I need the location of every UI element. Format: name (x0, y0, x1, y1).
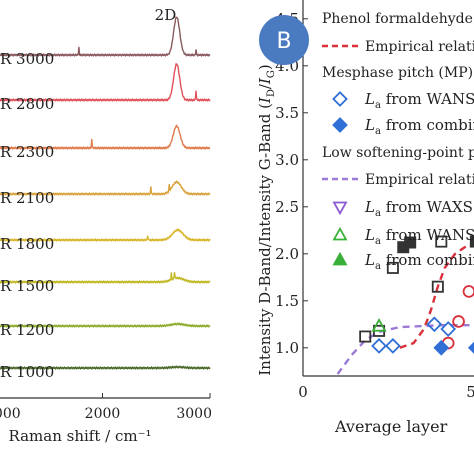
data-point-square-open (386, 261, 399, 274)
legend-marker-swatch (332, 201, 348, 216)
data-point-diamond-filled (467, 341, 474, 354)
x-tick-label: 1000 (0, 406, 21, 422)
legend-marker-swatch (332, 117, 348, 133)
y-axis-label-part: I (256, 96, 274, 104)
legend-entry-text: from WANS t (381, 90, 474, 108)
legend-entry-text: from combin (381, 251, 474, 269)
panel-badge-letter: B (276, 29, 291, 54)
y-axis-label-part: D (266, 89, 277, 97)
raman-spectra-panel: R 3000 R 2800 R 2300 R 2100 R 1800 R 1500 R 12… (0, 6, 212, 445)
y-axis-label-part: ) (256, 64, 274, 70)
legend-entry-subscript: a (375, 100, 381, 111)
legend-entry-label: La from WAXS t (364, 198, 474, 219)
x-tick-label: 2000 (85, 406, 121, 422)
empirical-relation-curve (399, 241, 474, 349)
legend-entry-text: from WAXS t (381, 198, 474, 216)
spectrum-label: R 2800 (0, 95, 54, 113)
legend-group-header: Phenol formaldehyde re (322, 11, 474, 27)
legend-marker-swatch (332, 226, 348, 241)
id-ig-scatter-panel: 1.01.52.02.53.03.54.04.5050Average layer… (256, 0, 474, 436)
legend: Phenol formaldehyde re Empirical relatio M… (322, 11, 474, 272)
data-point-square-open (431, 280, 444, 293)
spectrum-label: R 1500 (0, 277, 54, 295)
spectrum-label: R 2100 (0, 189, 54, 207)
data-point-square-open (359, 330, 372, 343)
spectrum-line (0, 365, 211, 371)
x-tick-label: 50 (466, 383, 474, 401)
spectrum-line (0, 62, 211, 103)
legend-entry-label: La from combin (364, 251, 474, 272)
data-point-square-open (435, 235, 448, 248)
legend-entry-label: La from combine (364, 116, 474, 137)
points-group (359, 235, 474, 356)
data-point-tri-up-open (371, 318, 387, 332)
legend-entry-label: La from WANS t (364, 226, 474, 247)
legend-entry-symbol: L (364, 116, 375, 134)
spectrum-line (0, 272, 211, 285)
legend-entry-symbol: L (364, 90, 375, 108)
data-point-circle-open (462, 285, 474, 298)
panel-badge: B (259, 15, 309, 65)
legend-entry-subscript: a (375, 208, 381, 219)
spectrum-label: R 2300 (0, 143, 54, 161)
legend-marker-swatch (332, 251, 348, 266)
y-tick-label: 1.0 (275, 339, 299, 357)
data-point-diamond-open (371, 338, 387, 354)
data-point-circle-open (452, 315, 465, 328)
legend-entry-text: from combine (381, 116, 474, 134)
y-tick-label: 2.0 (275, 245, 299, 263)
data-point-diamond-filled (433, 339, 450, 356)
x-axis-label: Raman shift / cm⁻¹ (8, 427, 151, 445)
legend-entry-subscript: a (375, 126, 381, 137)
spectrum-line (0, 322, 211, 329)
legend-entry-label: La from WANS t (364, 90, 474, 111)
legend-entry-symbol: L (364, 251, 375, 269)
y-axis-label-part: G (266, 70, 277, 78)
x-tick-label: 0 (298, 383, 308, 401)
data-point-square-filled (404, 236, 417, 249)
y-tick-label: 3.5 (275, 104, 299, 122)
legend-entry-symbol: L (364, 198, 375, 216)
empirical-relation-curve (336, 324, 474, 375)
spectrum-label: R 3000 (0, 50, 54, 68)
data-point-diamond-open (385, 338, 401, 354)
data-point-diamond-open (440, 321, 457, 337)
y-axis-label-part: Intensity D-Band/Intensity G-Band ( (256, 103, 274, 376)
spectrum-label: R 1000 (0, 363, 54, 381)
y-tick-label: 2.5 (275, 198, 299, 216)
legend-entry-symbol: L (364, 226, 375, 244)
legend-group-header: Mesphase pitch (MP) (322, 65, 473, 81)
spectrum-line (0, 124, 211, 151)
spectrum-line (0, 228, 211, 243)
legend-entry-text: from WANS t (381, 226, 474, 244)
y-tick-label: 3.0 (275, 151, 299, 169)
data-point-square-filled (469, 235, 474, 248)
legend-entry-subscript: a (375, 236, 381, 247)
y-axis-label-part: / (256, 83, 274, 89)
panel-badge-circle (259, 15, 309, 65)
legend-entry-label: Empirical relatio (365, 172, 474, 188)
legend-group-header: Low softening-point pi (322, 145, 474, 161)
legend-entry-label: Empirical relatio (365, 39, 474, 55)
x-tick-label: 3000 (176, 406, 212, 422)
y-axis-label: Intensity D-Band/Intensity G-Band (ID/IG… (256, 64, 277, 376)
y-tick-label: 1.5 (275, 292, 299, 310)
spectrum-label: R 1200 (0, 321, 54, 339)
legend-entry-subscript: a (375, 261, 381, 272)
data-point-diamond-open (426, 316, 443, 333)
x-axis-label: Average layer (334, 417, 448, 436)
spectrum-line (0, 16, 211, 58)
legend-marker-swatch (332, 91, 348, 107)
peak-label-2d: 2D (155, 6, 177, 24)
spectrum-label: R 1800 (0, 235, 54, 253)
y-axis-label-part: I (256, 77, 274, 85)
spectrum-line (0, 179, 211, 197)
